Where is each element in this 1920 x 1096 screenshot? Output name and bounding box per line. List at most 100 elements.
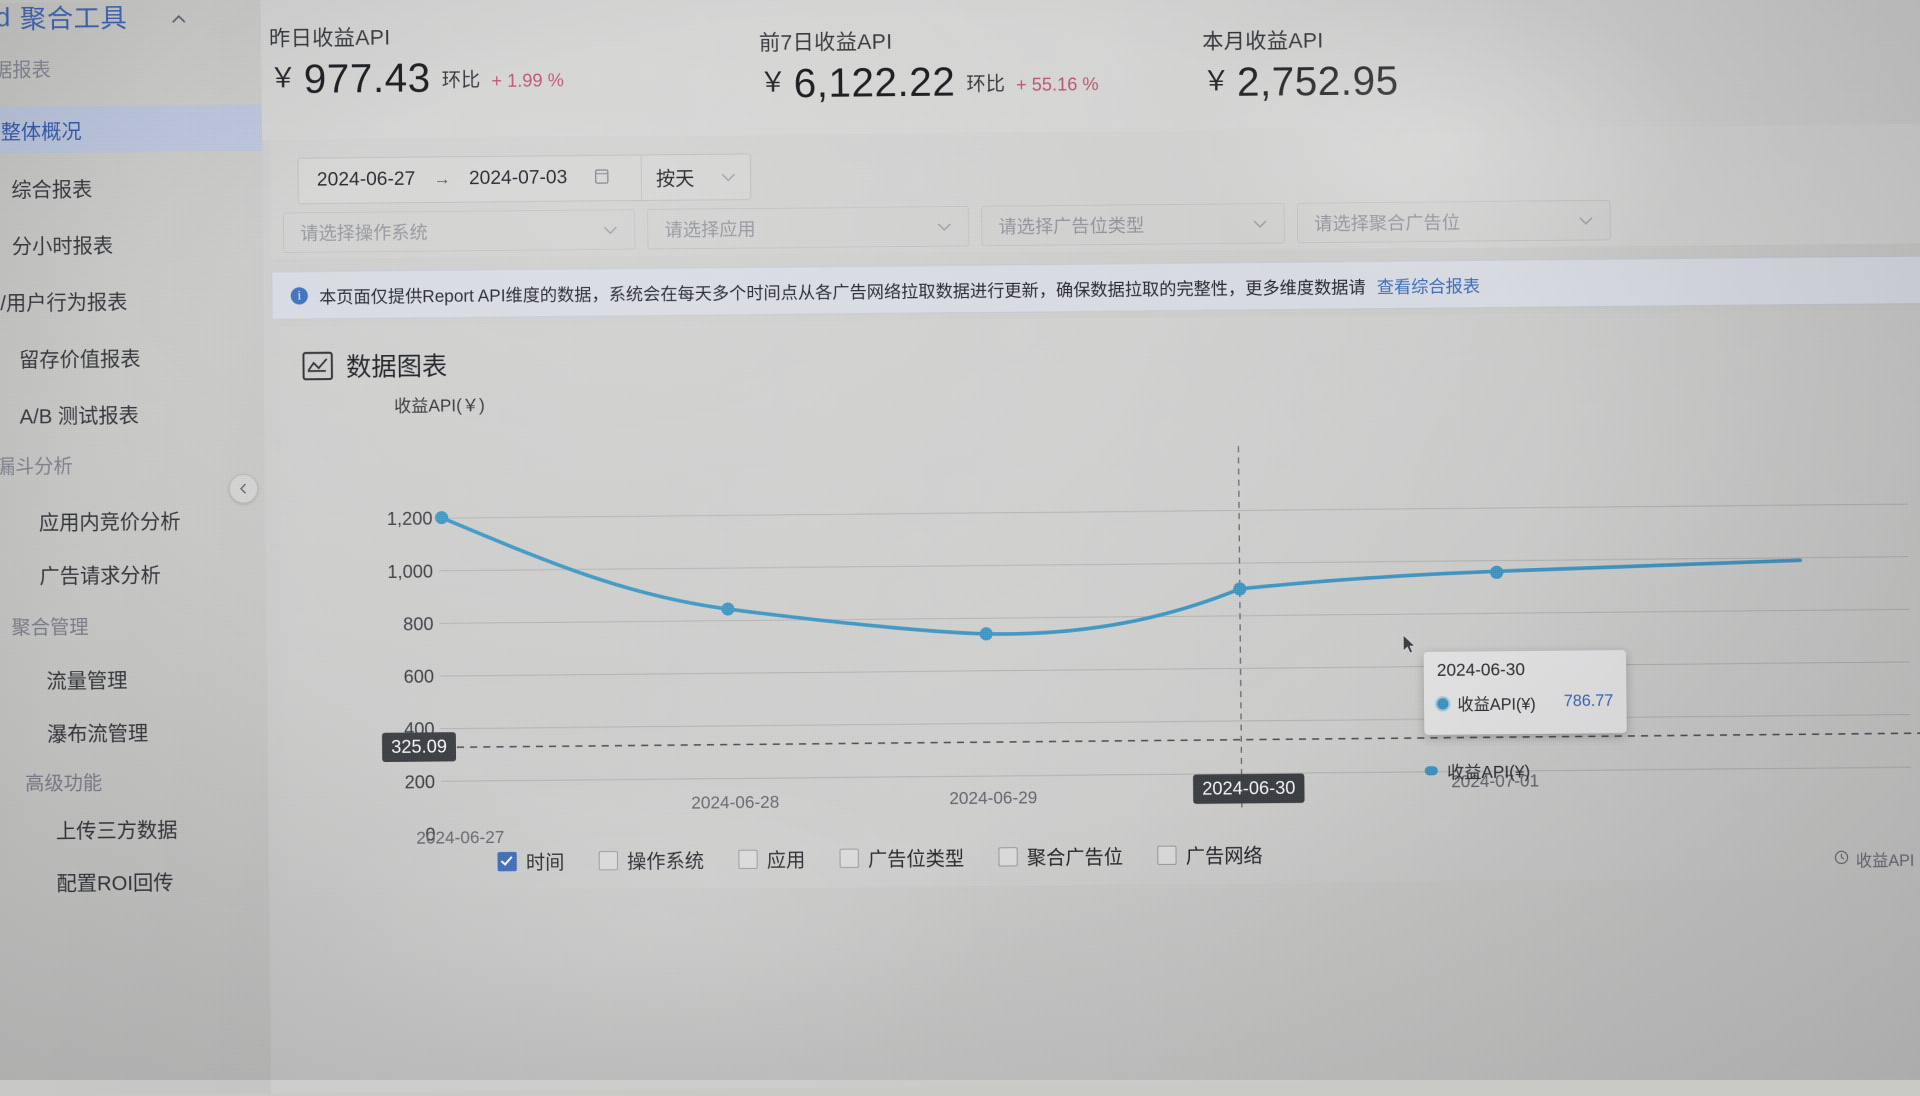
sidebar-item-label: 配置ROI回传 [56, 866, 173, 896]
sidebar-item-label: 广告请求分析 [39, 558, 161, 589]
date-range-picker[interactable]: 2024-06-27 → 2024-07-03 按天 [297, 153, 751, 204]
granularity-value: 按天 [656, 164, 695, 192]
checkbox-label: 应用 [767, 845, 806, 873]
chart-tooltip: 2024-06-30 收益API(¥) 786.77 [1424, 650, 1627, 735]
checkbox-ad-network[interactable]: 广告网络 [1157, 840, 1263, 868]
chart-legend[interactable]: 收益API(¥) [1425, 757, 1531, 783]
chart-hover-axis-label: 2024-06-30 [1193, 774, 1305, 804]
checkbox-box[interactable] [738, 849, 757, 868]
collapse-sidebar-button[interactable] [229, 474, 259, 504]
stat-value: 977.43 [304, 58, 431, 100]
stats-strip: 昨日收益API ￥ 977.43 环比 + 1.99 % 前7日收益API ￥ … [261, 0, 1920, 140]
checkbox-label: 广告网络 [1186, 840, 1263, 868]
mouse-cursor-icon [1402, 634, 1416, 655]
tooltip-series-dot-icon [1437, 698, 1448, 709]
sidebar-item-waterfall-management[interactable]: 瀑布流管理 [0, 707, 268, 756]
select-ad-slot-type[interactable]: 请选择广告位类型 [981, 203, 1285, 246]
chevron-up-icon[interactable] [168, 9, 190, 31]
sidebar-item-in-app-bidding-analysis[interactable]: 应用内竞价分析 [0, 495, 266, 544]
chart-x-tick: 2024-06-28 [691, 793, 779, 814]
sidebar-item-label: 上传三方数据 [56, 813, 178, 844]
checkbox-operating-system[interactable]: 操作系统 [599, 846, 705, 874]
stat-compare-value: + 55.16 % [1016, 74, 1099, 96]
sidebar-item-ad-request-analysis[interactable]: 广告请求分析 [0, 549, 266, 598]
chart-card: 数据图表 收益API(￥) 1,200 1,000 800 600 400 20… [280, 310, 1920, 893]
select-mediation-ad-slot[interactable]: 请选择聚合广告位 [1297, 200, 1611, 243]
stat-card-yesterday-revenue: 昨日收益API ￥ 977.43 环比 + 1.99 % [269, 20, 564, 101]
sidebar-group-funnel: 漏斗分析 [0, 451, 73, 479]
stat-compare-value: + 1.99 % [491, 70, 564, 92]
app-brand[interactable]: Bid 聚合工具 [0, 0, 224, 36]
chart-header: 数据图表 [302, 347, 447, 385]
chevron-down-icon [1578, 212, 1593, 229]
checkbox-box[interactable] [998, 847, 1017, 866]
chevron-down-icon [1252, 215, 1267, 232]
sidebar-item-overview[interactable]: 整体概况 [0, 104, 262, 153]
sidebar-item-label: A/B 测试报表 [19, 399, 138, 429]
brand-prefix: Bid [0, 2, 11, 34]
select-application[interactable]: 请选择应用 [647, 206, 969, 250]
calendar-icon[interactable] [594, 166, 611, 189]
currency-symbol: ￥ [1202, 59, 1230, 99]
granularity-select[interactable]: 按天 [641, 154, 751, 200]
brand-name: 聚合工具 [20, 0, 128, 36]
checkbox-box[interactable] [599, 850, 618, 869]
stat-card-last7days-revenue: 前7日收益API ￥ 6,122.22 环比 + 55.16 % [759, 24, 1099, 105]
sidebar-group-mediation: 聚合管理 [11, 612, 88, 640]
sidebar-item-label: 整体概况 [1, 115, 82, 145]
checkbox-box[interactable] [1157, 845, 1176, 864]
sidebar: Bid 聚合工具 数据报表 漏斗分析 聚合管理 高级功能 整体概况 综合报表 分… [0, 0, 271, 1096]
date-start-value[interactable]: 2024-06-27 [317, 169, 416, 192]
checkbox-application[interactable]: 应用 [738, 845, 805, 873]
stat-value: 6,122.22 [794, 62, 956, 104]
checkbox-label: 时间 [526, 847, 565, 875]
tooltip-date: 2024-06-30 [1437, 659, 1613, 681]
sidebar-item-retention-value-report[interactable]: 留存价值报表 [0, 332, 264, 381]
checkbox-label: 广告位类型 [868, 843, 964, 871]
stat-value: 2,752.95 [1237, 61, 1399, 103]
sidebar-item-upload-third-party-data[interactable]: 上传三方数据 [0, 804, 269, 853]
stat-title: 本月收益API [1202, 24, 1398, 56]
sidebar-item-hourly-report[interactable]: 分小时报表 [0, 219, 263, 268]
sidebar-group-data-reports: 数据报表 [0, 55, 51, 83]
sidebar-item-label: 瀑布流管理 [47, 716, 148, 746]
filter-bar: 2024-06-27 → 2024-07-03 按天 请选择操作系统 [270, 124, 1920, 259]
tooltip-series-value: 786.77 [1564, 693, 1614, 712]
sidebar-item-label: 分小时报表 [12, 229, 113, 259]
checkbox-mediation-ad-slot[interactable]: 聚合广告位 [998, 842, 1123, 871]
select-placeholder: 请选择广告位类型 [998, 211, 1144, 239]
sidebar-item-label: 流量管理 [46, 664, 127, 694]
chart-plot-area: 收益API(￥) 1,200 1,000 800 600 400 200 0 [280, 371, 1920, 862]
currency-symbol: ￥ [269, 56, 297, 96]
checkbox-time[interactable]: 时间 [497, 847, 564, 875]
select-placeholder: 请选择聚合广告位 [1314, 208, 1460, 236]
checkbox-box[interactable] [497, 851, 516, 870]
currency-symbol: ￥ [759, 60, 787, 100]
main-content: 昨日收益API ￥ 977.43 环比 + 1.99 % 前7日收益API ￥ … [261, 0, 1920, 1093]
tooltip-series-name: 收益API(¥) [1457, 690, 1536, 715]
checkbox-box[interactable] [840, 848, 859, 867]
line-chart-icon [302, 352, 333, 381]
select-operating-system[interactable]: 请选择操作系统 [283, 209, 636, 253]
sidebar-item-label: /用户行为报表 [0, 285, 127, 316]
stat-card-month-revenue: 本月收益API ￥ 2,752.95 [1202, 24, 1399, 104]
select-placeholder: 请选择操作系统 [300, 218, 428, 246]
sidebar-item-comprehensive-report[interactable]: 综合报表 [0, 162, 263, 211]
checkbox-label: 操作系统 [627, 846, 704, 874]
clock-icon [1835, 850, 1849, 869]
date-end-value[interactable]: 2024-07-03 [469, 167, 568, 190]
sidebar-item-configure-roi-callback[interactable]: 配置ROI回传 [0, 856, 269, 905]
chart-series-line [280, 371, 1920, 862]
sidebar-item-traffic-management[interactable]: 流量管理 [0, 654, 267, 703]
stat-compare-label: 环比 [442, 65, 481, 93]
stat-title: 前7日收益API [759, 24, 1099, 58]
range-arrow-icon: → [433, 169, 450, 189]
checkbox-ad-slot-type[interactable]: 广告位类型 [839, 843, 964, 872]
legend-label: 收益API(¥) [1447, 757, 1530, 783]
sidebar-item-ab-test-report[interactable]: A/B 测试报表 [0, 389, 265, 438]
view-comprehensive-report-link[interactable]: 查看综合报表 [1377, 271, 1480, 297]
sidebar-item-user-behavior-report[interactable]: /用户行为报表 [0, 275, 264, 324]
metric-indicator: 收益API [1835, 847, 1915, 872]
chevron-down-icon [721, 168, 736, 185]
sidebar-item-label: 应用内竞价分析 [39, 504, 181, 535]
